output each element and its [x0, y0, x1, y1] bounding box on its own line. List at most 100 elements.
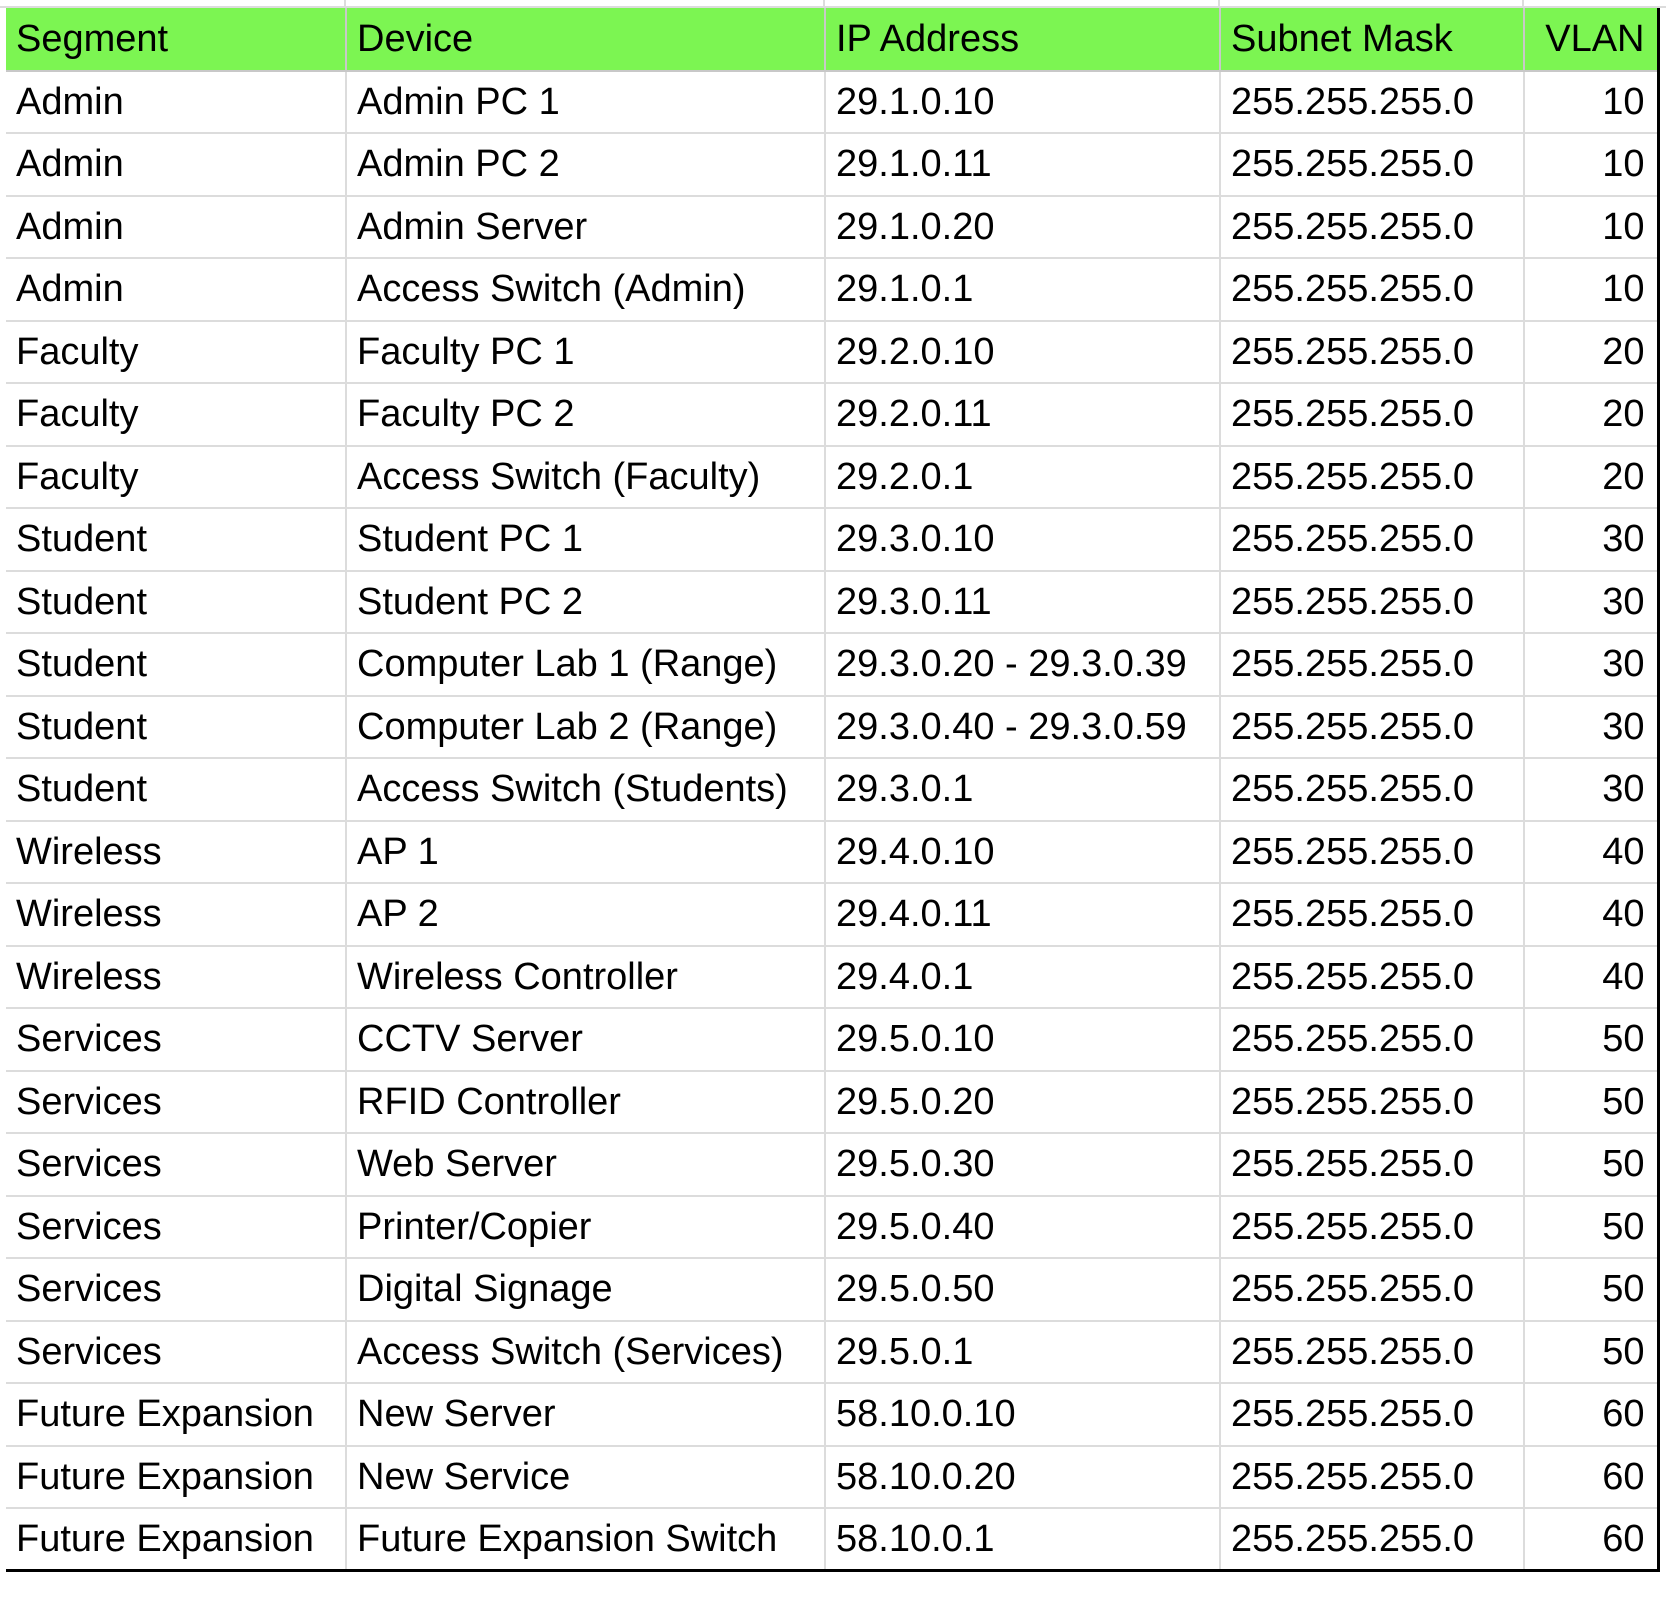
- cell-vlan[interactable]: 60: [1524, 1383, 1660, 1447]
- cell-segment[interactable]: Future Expansion: [6, 1383, 347, 1447]
- cell-ip-address[interactable]: 29.2.0.1: [825, 445, 1221, 509]
- cell-device[interactable]: Wireless Controller: [346, 945, 826, 1009]
- cell-ip-address[interactable]: 29.1.0.20: [825, 195, 1221, 259]
- cell-vlan[interactable]: 30: [1524, 695, 1660, 759]
- cell-ip-address[interactable]: 29.3.0.40 - 29.3.0.59: [825, 695, 1221, 759]
- cell-ip-address[interactable]: 29.2.0.11: [825, 383, 1221, 447]
- cell-vlan[interactable]: 40: [1524, 883, 1660, 947]
- cell-device[interactable]: New Service: [346, 1445, 826, 1509]
- cell-vlan[interactable]: 30: [1524, 633, 1660, 697]
- cell-vlan[interactable]: 30: [1524, 508, 1660, 572]
- header-cell-vlan[interactable]: VLAN: [1524, 8, 1660, 72]
- cell-segment[interactable]: Faculty: [6, 383, 347, 447]
- cell-subnet-mask[interactable]: 255.255.255.0: [1220, 1133, 1525, 1197]
- cell-ip-address[interactable]: 29.4.0.11: [825, 883, 1221, 947]
- cell-ip-address[interactable]: 29.3.0.20 - 29.3.0.39: [825, 633, 1221, 697]
- cell-vlan[interactable]: 20: [1524, 383, 1660, 447]
- cell-ip-address[interactable]: 29.3.0.10: [825, 508, 1221, 572]
- cell-vlan[interactable]: 20: [1524, 445, 1660, 509]
- cell-segment[interactable]: Wireless: [6, 945, 347, 1009]
- cell-subnet-mask[interactable]: 255.255.255.0: [1220, 445, 1525, 509]
- cell-segment[interactable]: Services: [6, 1133, 347, 1197]
- cell-vlan[interactable]: 50: [1524, 1320, 1660, 1384]
- cell-segment[interactable]: Student: [6, 695, 347, 759]
- cell-vlan[interactable]: 50: [1524, 1008, 1660, 1072]
- cell-subnet-mask[interactable]: 255.255.255.0: [1220, 320, 1525, 384]
- cell-subnet-mask[interactable]: 255.255.255.0: [1220, 508, 1525, 572]
- cell-subnet-mask[interactable]: 255.255.255.0: [1220, 1070, 1525, 1134]
- cell-subnet-mask[interactable]: 255.255.255.0: [1220, 383, 1525, 447]
- cell-device[interactable]: Computer Lab 2 (Range): [346, 695, 826, 759]
- cell-subnet-mask[interactable]: 255.255.255.0: [1220, 1195, 1525, 1259]
- cell-device[interactable]: AP 2: [346, 883, 826, 947]
- cell-device[interactable]: Web Server: [346, 1133, 826, 1197]
- cell-ip-address[interactable]: 58.10.0.10: [825, 1383, 1221, 1447]
- cell-vlan[interactable]: 30: [1524, 570, 1660, 634]
- cell-subnet-mask[interactable]: 255.255.255.0: [1220, 1008, 1525, 1072]
- cell-device[interactable]: Faculty PC 2: [346, 383, 826, 447]
- cell-device[interactable]: Access Switch (Services): [346, 1320, 826, 1384]
- header-cell-subnet-mask[interactable]: Subnet Mask: [1220, 8, 1525, 72]
- cell-ip-address[interactable]: 29.3.0.1: [825, 758, 1221, 822]
- cell-segment[interactable]: Admin: [6, 195, 347, 259]
- cell-segment[interactable]: Student: [6, 570, 347, 634]
- cell-device[interactable]: Student PC 1: [346, 508, 826, 572]
- cell-ip-address[interactable]: 29.1.0.11: [825, 133, 1221, 197]
- cell-segment[interactable]: Future Expansion: [6, 1445, 347, 1509]
- cell-subnet-mask[interactable]: 255.255.255.0: [1220, 1383, 1525, 1447]
- cell-vlan[interactable]: 10: [1524, 70, 1660, 134]
- header-cell-device[interactable]: Device: [346, 8, 826, 72]
- cell-device[interactable]: Student PC 2: [346, 570, 826, 634]
- cell-ip-address[interactable]: 29.5.0.40: [825, 1195, 1221, 1259]
- cell-segment[interactable]: Wireless: [6, 820, 347, 884]
- cell-ip-address[interactable]: 29.5.0.20: [825, 1070, 1221, 1134]
- cell-segment[interactable]: Services: [6, 1195, 347, 1259]
- cell-segment[interactable]: Services: [6, 1070, 347, 1134]
- cell-segment[interactable]: Services: [6, 1320, 347, 1384]
- cell-ip-address[interactable]: 29.5.0.1: [825, 1320, 1221, 1384]
- cell-vlan[interactable]: 40: [1524, 820, 1660, 884]
- cell-ip-address[interactable]: 29.5.0.30: [825, 1133, 1221, 1197]
- cell-device[interactable]: Printer/Copier: [346, 1195, 826, 1259]
- cell-segment[interactable]: Admin: [6, 133, 347, 197]
- cell-device[interactable]: Access Switch (Students): [346, 758, 826, 822]
- cell-subnet-mask[interactable]: 255.255.255.0: [1220, 945, 1525, 1009]
- cell-vlan[interactable]: 10: [1524, 195, 1660, 259]
- cell-ip-address[interactable]: 29.3.0.11: [825, 570, 1221, 634]
- cell-subnet-mask[interactable]: 255.255.255.0: [1220, 70, 1525, 134]
- cell-subnet-mask[interactable]: 255.255.255.0: [1220, 820, 1525, 884]
- cell-device[interactable]: Computer Lab 1 (Range): [346, 633, 826, 697]
- cell-device[interactable]: Digital Signage: [346, 1258, 826, 1322]
- cell-device[interactable]: Future Expansion Switch: [346, 1508, 826, 1572]
- cell-subnet-mask[interactable]: 255.255.255.0: [1220, 633, 1525, 697]
- cell-subnet-mask[interactable]: 255.255.255.0: [1220, 883, 1525, 947]
- header-cell-segment[interactable]: Segment: [6, 8, 347, 72]
- cell-ip-address[interactable]: 58.10.0.20: [825, 1445, 1221, 1509]
- cell-subnet-mask[interactable]: 255.255.255.0: [1220, 1445, 1525, 1509]
- cell-vlan[interactable]: 50: [1524, 1133, 1660, 1197]
- cell-ip-address[interactable]: 29.5.0.50: [825, 1258, 1221, 1322]
- header-cell-ip-address[interactable]: IP Address: [825, 8, 1221, 72]
- cell-ip-address[interactable]: 29.5.0.10: [825, 1008, 1221, 1072]
- cell-subnet-mask[interactable]: 255.255.255.0: [1220, 570, 1525, 634]
- cell-vlan[interactable]: 60: [1524, 1508, 1660, 1572]
- cell-vlan[interactable]: 60: [1524, 1445, 1660, 1509]
- cell-segment[interactable]: Student: [6, 633, 347, 697]
- cell-segment[interactable]: Faculty: [6, 445, 347, 509]
- cell-subnet-mask[interactable]: 255.255.255.0: [1220, 1258, 1525, 1322]
- cell-ip-address[interactable]: 29.2.0.10: [825, 320, 1221, 384]
- cell-vlan[interactable]: 50: [1524, 1195, 1660, 1259]
- cell-vlan[interactable]: 50: [1524, 1258, 1660, 1322]
- cell-device[interactable]: Access Switch (Faculty): [346, 445, 826, 509]
- cell-segment[interactable]: Admin: [6, 258, 347, 322]
- cell-segment[interactable]: Services: [6, 1258, 347, 1322]
- cell-vlan[interactable]: 40: [1524, 945, 1660, 1009]
- cell-device[interactable]: Admin Server: [346, 195, 826, 259]
- cell-segment[interactable]: Student: [6, 758, 347, 822]
- cell-vlan[interactable]: 20: [1524, 320, 1660, 384]
- cell-subnet-mask[interactable]: 255.255.255.0: [1220, 758, 1525, 822]
- cell-subnet-mask[interactable]: 255.255.255.0: [1220, 258, 1525, 322]
- cell-ip-address[interactable]: 58.10.0.1: [825, 1508, 1221, 1572]
- cell-subnet-mask[interactable]: 255.255.255.0: [1220, 1320, 1525, 1384]
- cell-ip-address[interactable]: 29.4.0.10: [825, 820, 1221, 884]
